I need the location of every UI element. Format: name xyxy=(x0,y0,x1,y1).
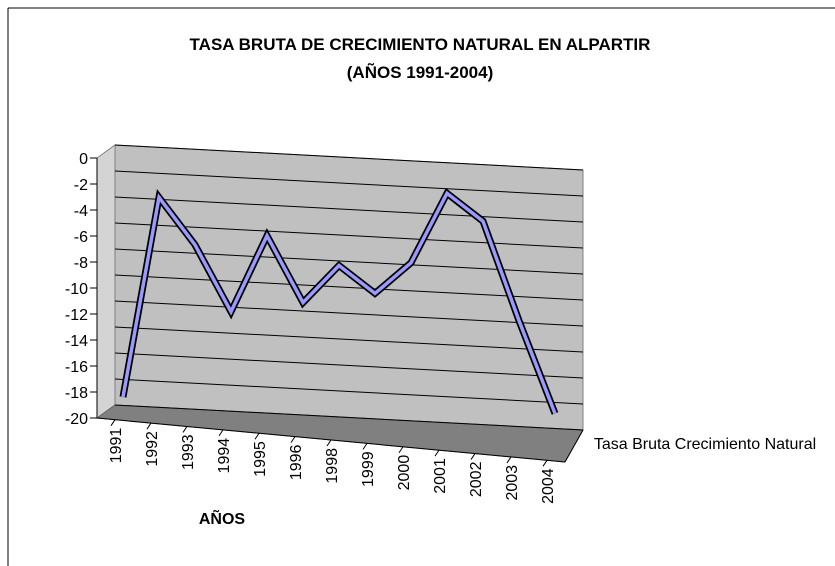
grid-line xyxy=(114,196,584,223)
side-wall xyxy=(96,144,116,419)
x-tick-label: 1992 xyxy=(144,431,161,467)
x-tick xyxy=(470,453,476,460)
x-tick xyxy=(542,460,548,467)
x-tick xyxy=(398,446,404,454)
x-tick-label: 1993 xyxy=(180,434,197,470)
x-tick-label: 1999 xyxy=(360,451,377,487)
x-tick xyxy=(218,429,224,437)
x-tick xyxy=(434,449,440,457)
chart-title: TASA BRUTA DE CRECIMIENTO NATURAL EN ALP… xyxy=(190,35,651,54)
x-tick xyxy=(182,426,188,433)
depth-axis xyxy=(564,429,584,463)
grid-line xyxy=(114,274,584,301)
x-tick-label: 2000 xyxy=(396,455,413,491)
chart-subtitle: (AÑOS 1991-2004) xyxy=(347,62,493,82)
y-tick-label: -14 xyxy=(65,333,88,350)
y-tick-label: -6 xyxy=(74,229,88,246)
y-tick-label: -8 xyxy=(74,255,88,272)
x-tick xyxy=(146,422,152,430)
y-tick-label: -16 xyxy=(65,359,88,376)
x-axis-title: AÑOS xyxy=(199,508,246,528)
y-tick-label: -12 xyxy=(65,307,88,324)
x-tick xyxy=(110,419,116,426)
grid-line xyxy=(114,352,584,379)
grid-line xyxy=(114,404,584,431)
x-tick xyxy=(326,439,332,447)
x-tick-label: 1994 xyxy=(216,438,233,474)
x-tick-label: 1998 xyxy=(324,448,341,484)
x-tick xyxy=(506,456,512,464)
x-tick-label: 1991 xyxy=(108,428,125,464)
y-tick-label: 0 xyxy=(79,151,88,168)
y-tick-label: -2 xyxy=(74,177,88,194)
x-tick-label: 2003 xyxy=(504,465,521,501)
grid-line xyxy=(114,326,584,353)
x-tick-label: 2004 xyxy=(540,468,557,504)
grid-line xyxy=(114,378,584,405)
y-tick-label: -18 xyxy=(65,385,88,402)
y-tick-label: -4 xyxy=(74,203,88,220)
line xyxy=(121,190,557,415)
x-tick xyxy=(362,443,368,450)
grid-line xyxy=(114,248,584,275)
grid-line xyxy=(114,170,584,197)
x-tick-label: 2001 xyxy=(432,458,449,494)
x-tick xyxy=(254,432,260,440)
x-tick-label: 1996 xyxy=(288,445,305,481)
y-tick-label: -20 xyxy=(65,411,88,428)
y-tick-label: -10 xyxy=(65,281,88,298)
grid-line xyxy=(114,222,584,249)
legend-entry: Tasa Bruta Crecimiento Natural xyxy=(593,436,817,453)
x-tick xyxy=(290,436,296,443)
x-tick-label: 1995 xyxy=(252,441,269,477)
grid-line xyxy=(114,300,584,327)
x-tick-label: 2002 xyxy=(468,461,485,497)
grid-line xyxy=(114,144,584,171)
